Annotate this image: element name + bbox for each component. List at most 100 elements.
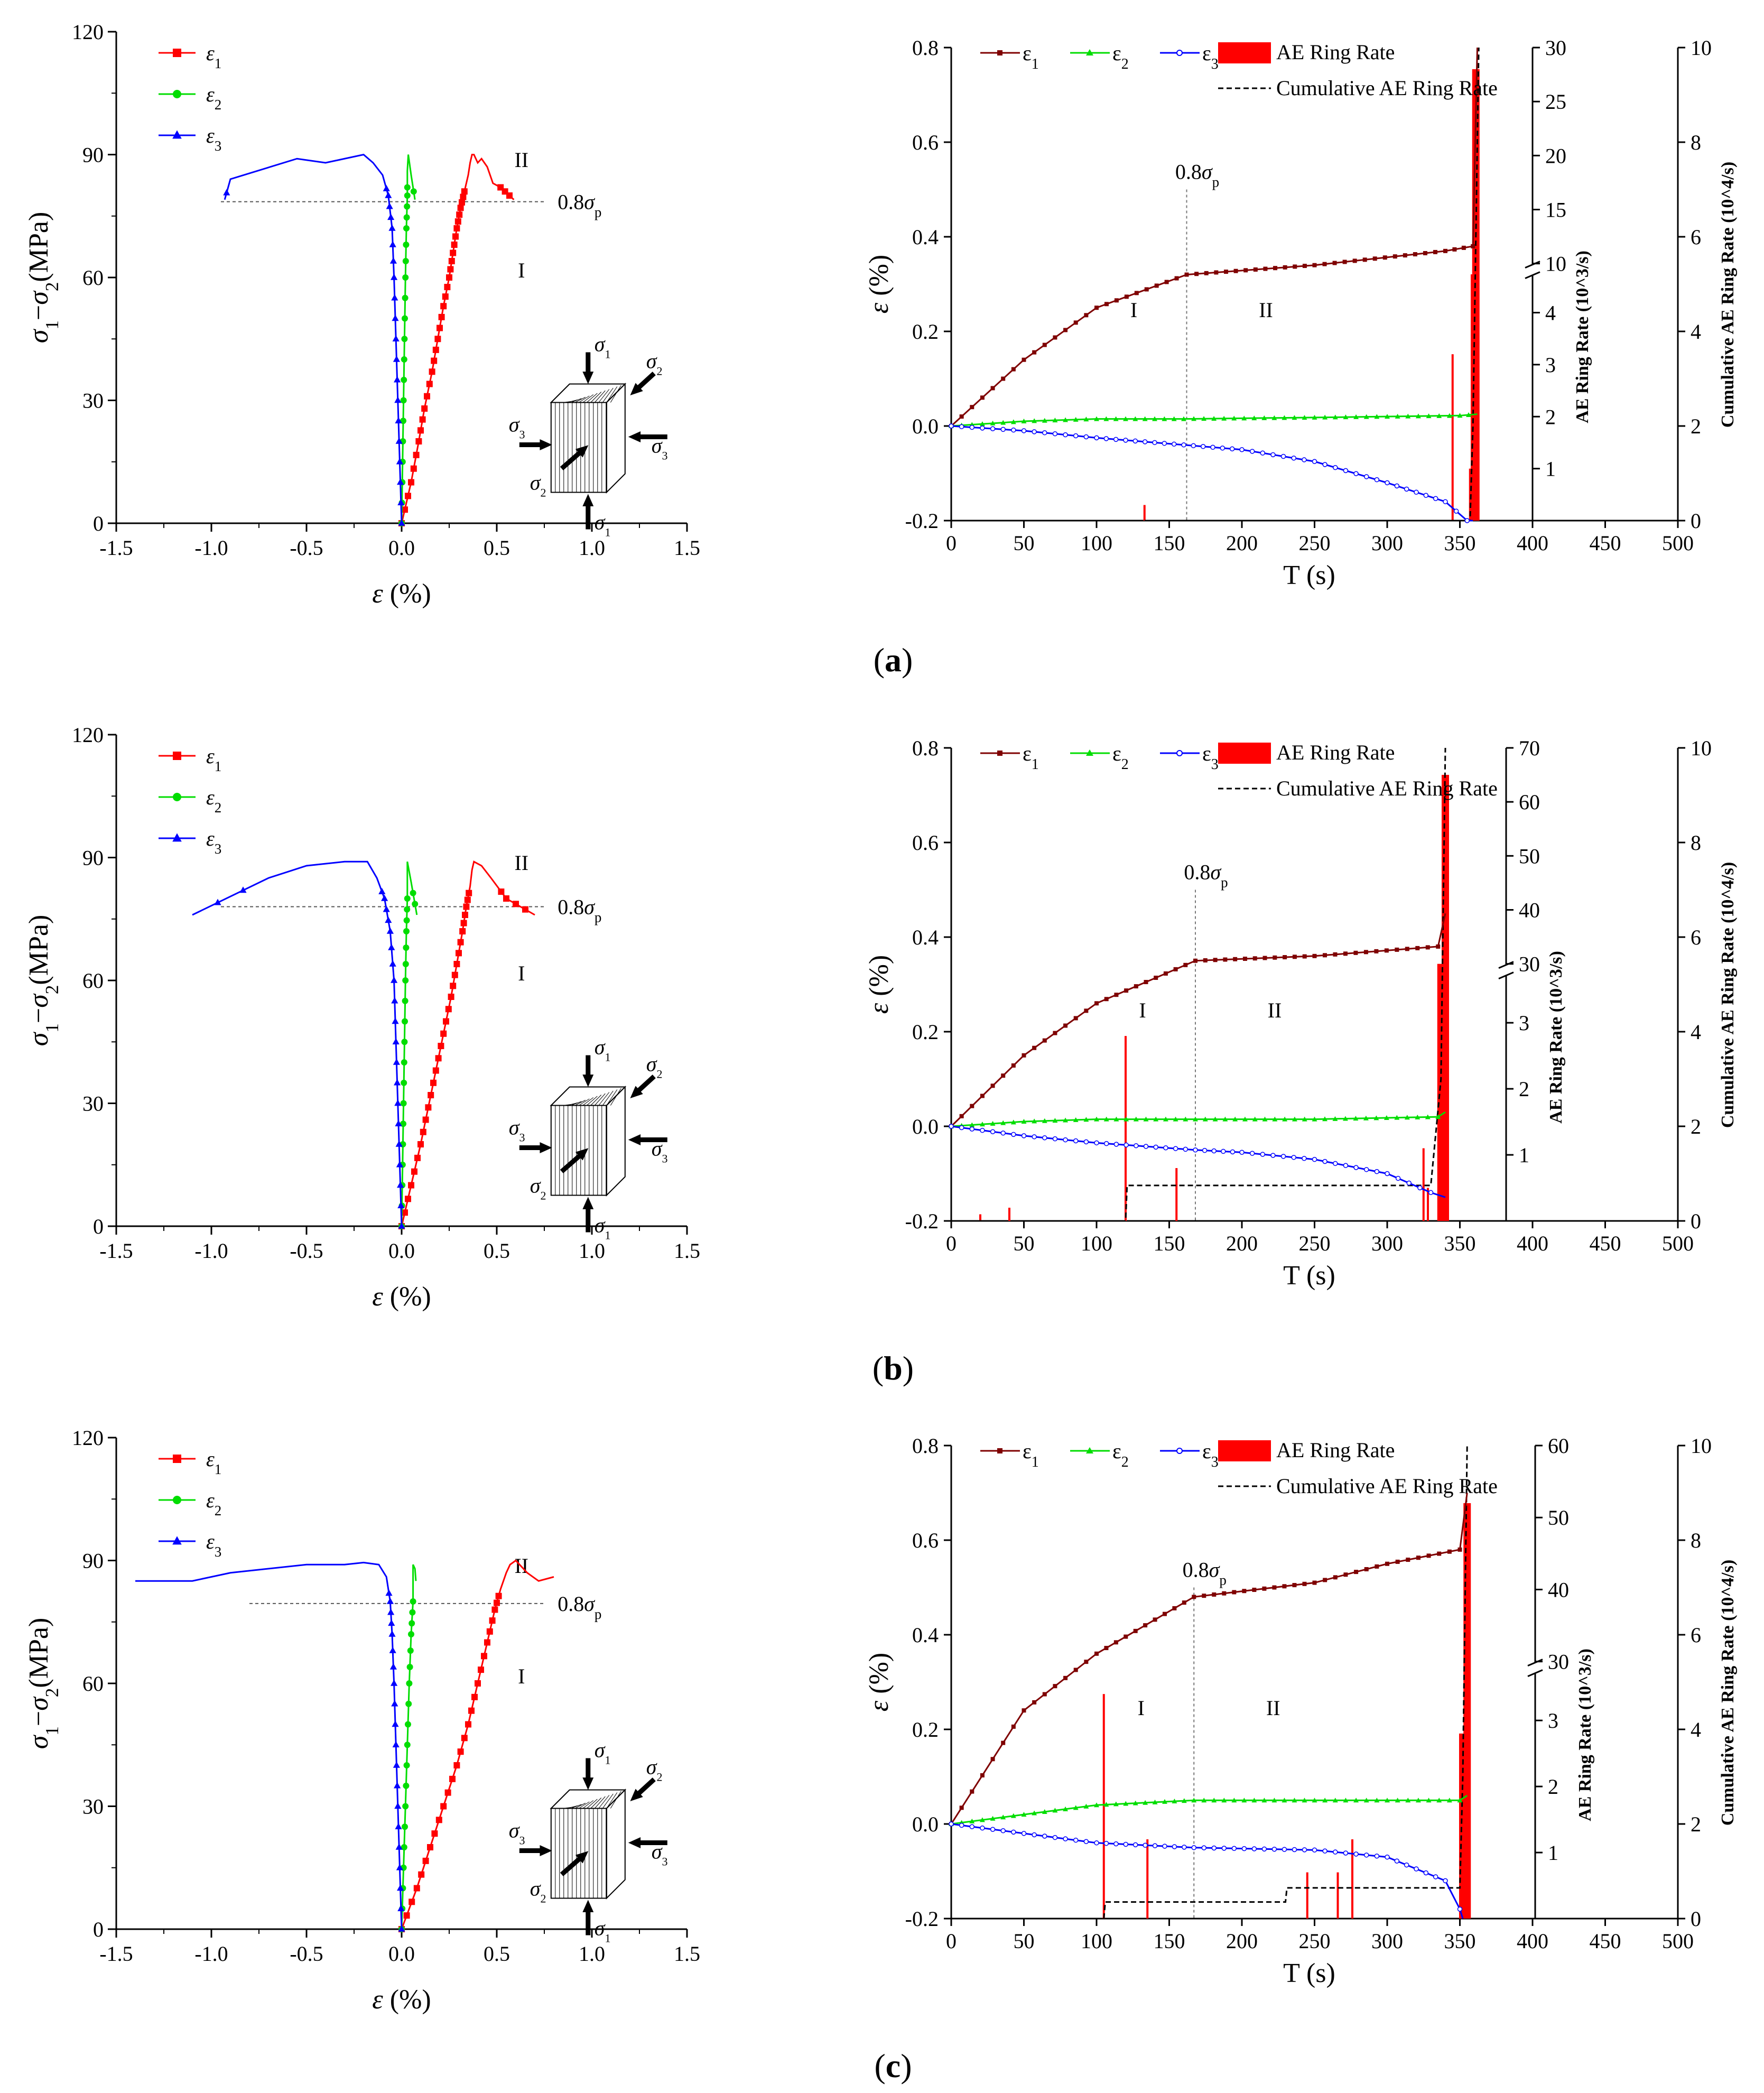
marker-square bbox=[457, 939, 464, 946]
marker-circle bbox=[1423, 493, 1429, 498]
marker-square bbox=[489, 1617, 496, 1624]
marker-circle bbox=[408, 1620, 415, 1627]
arrow-sigma1-bottom-head bbox=[582, 494, 594, 506]
marker-square bbox=[1302, 264, 1307, 268]
marker-square bbox=[421, 405, 428, 412]
region-label-II: II bbox=[1266, 1696, 1280, 1720]
marker-square bbox=[980, 395, 985, 400]
marker-square bbox=[1461, 245, 1466, 250]
marker-circle bbox=[1374, 1853, 1380, 1859]
marker-circle bbox=[980, 425, 985, 431]
marker-triangle bbox=[397, 1905, 405, 1912]
legend-label-ε3: ε3 bbox=[206, 124, 221, 154]
x-tick-label: 350 bbox=[1444, 1231, 1476, 1255]
marker-triangle bbox=[391, 273, 398, 280]
marker-triangle bbox=[1343, 414, 1349, 420]
marker-triangle bbox=[1282, 415, 1287, 420]
y-tick-label: 0.6 bbox=[912, 1529, 939, 1552]
marker-circle bbox=[969, 1824, 975, 1829]
y2-axis-label: AE Ring Rate (10^3/s) bbox=[1546, 951, 1566, 1124]
marker-triangle bbox=[1201, 1798, 1207, 1803]
marker-square bbox=[481, 1653, 487, 1660]
sketch-label-sigma2-front: σ2 bbox=[530, 1877, 546, 1905]
marker-square bbox=[173, 752, 181, 760]
marker-square bbox=[1213, 958, 1218, 962]
arrow-sigma2-back-head bbox=[630, 383, 643, 395]
x-axis-label: ε (%) bbox=[372, 1282, 431, 1312]
legend-label-ε2: ε2 bbox=[206, 1488, 221, 1518]
x-tick-label: 1.5 bbox=[674, 536, 700, 560]
threshold-label: 0.8σp bbox=[1183, 1558, 1227, 1588]
ae-bar bbox=[1336, 1872, 1339, 1919]
x-tick-label: 1.0 bbox=[579, 1942, 605, 1966]
marker-triangle bbox=[397, 1202, 405, 1209]
sketch-hatch-top bbox=[567, 1103, 578, 1106]
marker-square bbox=[1363, 950, 1368, 955]
sketch-hatch-top bbox=[571, 1804, 582, 1809]
specimen-sketch: σ1 σ1 σ3 σ3 σ2 σ2 bbox=[509, 332, 668, 539]
marker-square bbox=[1104, 302, 1109, 307]
marker-square bbox=[415, 438, 422, 444]
marker-circle bbox=[1443, 1878, 1448, 1884]
stress-strain-chart-c: -1.5 -1.0 -0.5 0.0 0.5 1.0 1.5 0 30 60 90 120 ε (%) σ… bbox=[24, 1426, 700, 2015]
marker-square bbox=[503, 895, 509, 902]
y2-tick-label: 2 bbox=[1519, 1077, 1529, 1101]
y3-tick-label: 8 bbox=[1691, 831, 1701, 855]
y2-tick-label: 50 bbox=[1519, 844, 1540, 868]
marker-circle bbox=[1042, 1135, 1047, 1141]
marker-square bbox=[1001, 376, 1006, 381]
marker-circle bbox=[1414, 489, 1419, 495]
marker-square bbox=[1283, 955, 1287, 960]
marker-square bbox=[429, 368, 435, 375]
sketch-hatch-top bbox=[590, 1798, 602, 1809]
marker-square bbox=[1124, 294, 1129, 299]
marker-triangle bbox=[391, 1700, 398, 1707]
marker-square bbox=[1063, 1675, 1068, 1680]
marker-triangle bbox=[388, 1619, 395, 1626]
marker-circle bbox=[1021, 1831, 1027, 1836]
x-tick-label: 0 bbox=[946, 1231, 957, 1255]
y2-tick-label: 2 bbox=[1548, 1775, 1558, 1799]
y-tick-label: 0.2 bbox=[912, 1718, 939, 1742]
marker-square bbox=[1073, 320, 1078, 325]
marker-circle bbox=[402, 997, 408, 1004]
y-tick-label: -0.2 bbox=[905, 509, 939, 533]
marker-triangle bbox=[1466, 412, 1471, 417]
marker-circle bbox=[1385, 480, 1390, 486]
marker-circle bbox=[1291, 1155, 1296, 1160]
arrow-sigma3-left-head bbox=[540, 439, 552, 450]
marker-circle bbox=[1094, 1840, 1099, 1846]
marker-triangle bbox=[1143, 1800, 1148, 1805]
marker-square bbox=[438, 313, 445, 320]
marker-triangle bbox=[1222, 1116, 1228, 1122]
marker-square bbox=[1222, 1591, 1227, 1596]
legend-epsilon3-label: ε3 bbox=[1202, 41, 1219, 72]
marker-triangle bbox=[990, 1816, 996, 1821]
marker-square bbox=[1042, 1038, 1047, 1043]
marker-square bbox=[1154, 283, 1159, 288]
marker-circle bbox=[1000, 1828, 1006, 1833]
panel-labels: (a) (b) (c) bbox=[872, 641, 914, 2085]
marker-triangle bbox=[1094, 1116, 1099, 1122]
marker-square bbox=[1144, 980, 1148, 985]
marker-triangle bbox=[979, 1817, 985, 1822]
marker-triangle bbox=[1272, 1116, 1278, 1122]
ae-bar bbox=[1451, 354, 1454, 521]
marker-square bbox=[1262, 1586, 1267, 1591]
x-tick-label: -1.0 bbox=[194, 1942, 228, 1966]
marker-circle bbox=[403, 242, 410, 248]
region-label-II: II bbox=[1268, 998, 1282, 1022]
marker-triangle bbox=[1133, 1116, 1139, 1122]
marker-circle bbox=[401, 336, 408, 342]
marker-triangle bbox=[1123, 1801, 1129, 1806]
marker-triangle bbox=[1063, 417, 1069, 422]
marker-square bbox=[1032, 1700, 1037, 1705]
cumulative-ae-line bbox=[951, 747, 1446, 1222]
x-tick-label: -1.0 bbox=[194, 536, 228, 560]
marker-circle bbox=[405, 1700, 412, 1707]
marker-square bbox=[1333, 1575, 1338, 1580]
marker-circle bbox=[1052, 1136, 1058, 1142]
marker-circle bbox=[1073, 1837, 1079, 1843]
marker-triangle bbox=[395, 1140, 403, 1147]
marker-square bbox=[1022, 1708, 1026, 1713]
